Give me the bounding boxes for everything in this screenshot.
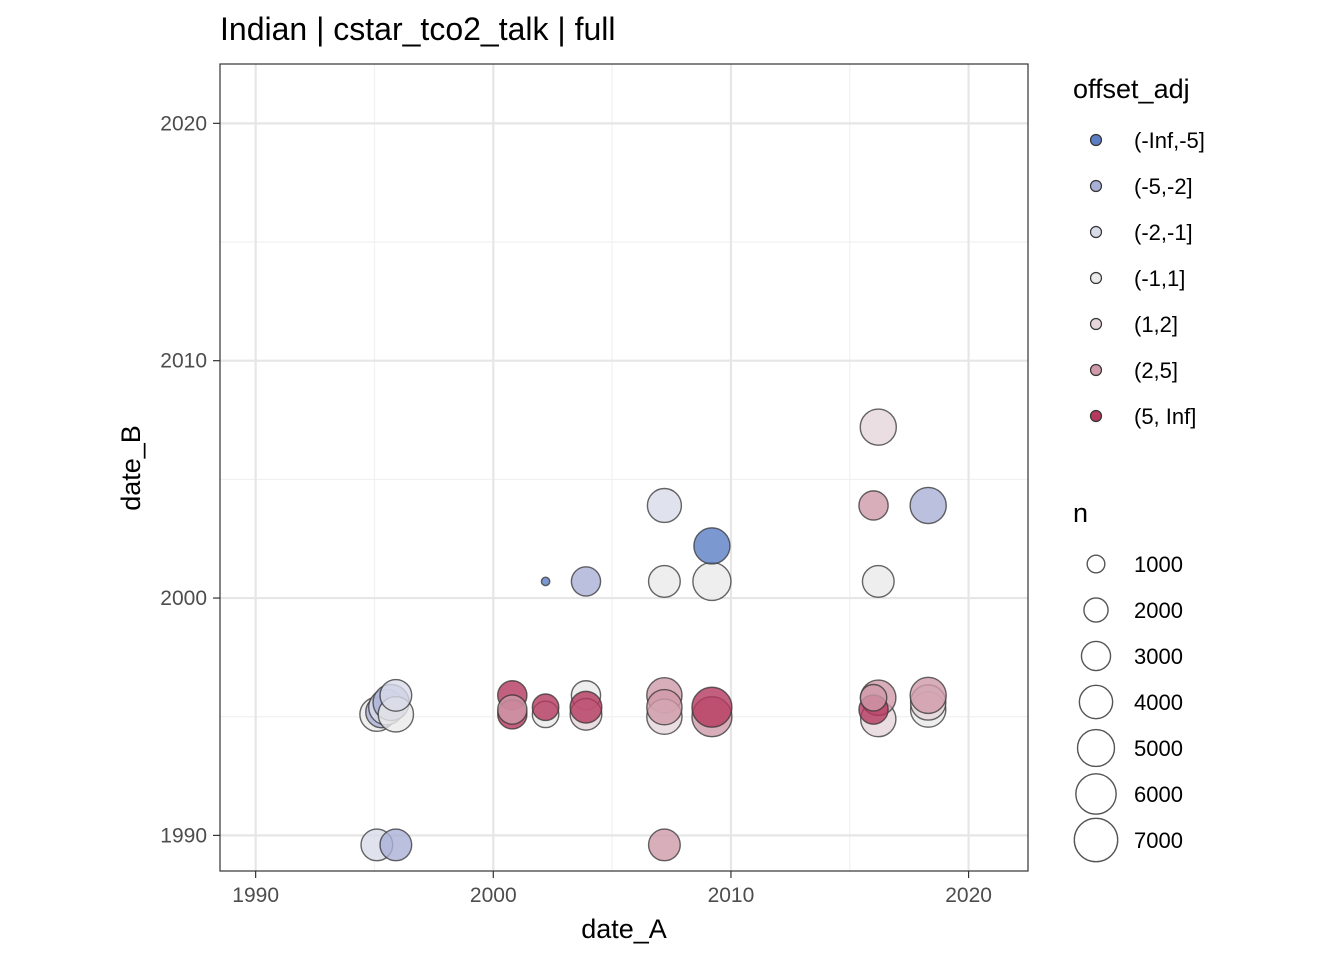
x-axis-label: date_A <box>581 914 667 944</box>
data-point <box>691 686 733 728</box>
data-point <box>859 683 888 712</box>
legend-color-label: (1,2] <box>1134 312 1178 337</box>
data-point <box>540 576 551 587</box>
legend-color-key <box>1089 179 1103 193</box>
x-tick-label: 1990 <box>232 884 279 907</box>
legend-color-key <box>1089 363 1103 377</box>
grid-lines <box>220 64 1028 871</box>
data-point <box>909 486 947 525</box>
x-axis: 1990 2000 2010 2020 <box>232 871 992 907</box>
data-point <box>531 693 560 722</box>
data-point <box>497 694 528 725</box>
data-point <box>646 487 683 524</box>
legend-color-key <box>1089 225 1103 239</box>
data-point <box>909 676 947 715</box>
legend-color-label: (-1,1] <box>1134 266 1185 291</box>
x-tick-label: 2020 <box>945 884 992 907</box>
legend-color-key <box>1089 133 1103 147</box>
x-tick-label: 2010 <box>708 884 755 907</box>
data-point <box>861 564 895 598</box>
y-tick-label: 1990 <box>160 824 207 847</box>
legend-color-label: (5, Inf] <box>1134 404 1196 429</box>
data-point <box>693 527 731 565</box>
legend-color-key <box>1089 317 1103 331</box>
legend-size-label: 1000 <box>1134 552 1183 577</box>
legend-size-label: 4000 <box>1134 690 1183 715</box>
legend-size-label: 6000 <box>1134 782 1183 807</box>
legend-size-key <box>1076 728 1116 768</box>
legend-color-label: (-5,-2] <box>1134 174 1193 199</box>
y-tick-label: 2000 <box>160 587 207 610</box>
data-point <box>379 678 413 712</box>
data-point <box>646 688 683 726</box>
legend-size-key <box>1075 773 1117 815</box>
legend-color-label: (2,5] <box>1134 358 1178 383</box>
legend-size-label: 2000 <box>1134 598 1183 623</box>
data-point <box>570 566 602 597</box>
chart-title: Indian | cstar_tco2_talk | full <box>220 11 616 47</box>
legend-size-title: n <box>1073 498 1088 528</box>
data-point <box>858 490 889 521</box>
plot-border <box>219 63 1029 872</box>
data-point <box>569 690 603 724</box>
legend-color-key <box>1089 409 1103 423</box>
data-point <box>859 408 898 446</box>
legend-size-label: 5000 <box>1134 736 1183 761</box>
legend-size-key <box>1083 597 1109 623</box>
data-point <box>692 561 732 602</box>
legend-size-key <box>1086 554 1106 574</box>
y-tick-label: 2020 <box>160 112 207 135</box>
legend-size: n 1000 2000 3000 4000 5000 6000 7000 <box>1073 498 1183 863</box>
data-point <box>379 828 413 862</box>
y-tick-label: 2010 <box>160 350 207 373</box>
legend-color-label: (-Inf,-5] <box>1134 128 1205 153</box>
legend-color-key <box>1089 271 1103 285</box>
legend-color-title: offset_adj <box>1073 74 1190 104</box>
legend-color-label: (-2,-1] <box>1134 220 1193 245</box>
x-tick-label: 2000 <box>470 884 517 907</box>
legend-color: offset_adj (-Inf,-5] (-5,-2] (-2,-1] (-1,1]… <box>1073 74 1205 429</box>
legend-size-label: 7000 <box>1134 828 1183 853</box>
data-point <box>647 564 681 598</box>
y-axis-label: date_B <box>116 425 146 511</box>
legend-size-label: 3000 <box>1134 644 1183 669</box>
legend-size-key <box>1073 817 1119 863</box>
data-points <box>359 408 947 862</box>
plot-panel <box>220 64 1028 871</box>
legend-size-key <box>1078 684 1114 720</box>
data-point <box>647 828 681 862</box>
y-axis: 1990 2000 2010 2020 <box>160 112 220 847</box>
legend-size-key <box>1080 640 1112 672</box>
